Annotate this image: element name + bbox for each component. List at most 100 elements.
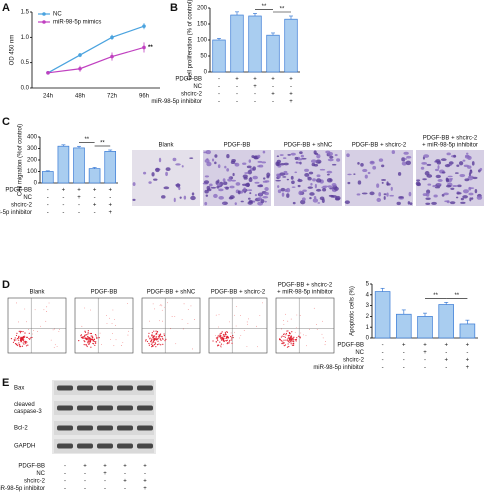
event [84,334,86,336]
event [181,319,183,321]
event [287,340,289,342]
flow-label: PDGF-BB [91,290,118,296]
event [228,321,230,323]
event [19,332,22,334]
event [115,325,116,326]
condition-label: miR-98-5p inhibitor [313,365,364,371]
event [94,344,96,346]
event [155,336,157,338]
event [152,337,154,339]
event [88,342,90,343]
band [117,385,133,391]
event [27,344,29,346]
event [259,315,261,317]
cell [216,185,220,189]
event [10,338,13,340]
event [29,338,31,340]
condition-sign: - [144,471,146,477]
event [95,341,97,343]
y-tick-label: 0 [204,70,208,76]
cell [435,174,441,179]
event [153,338,155,340]
cell [409,202,413,206]
cell [466,152,469,155]
event [159,338,162,340]
condition-label: NC [193,84,202,90]
event [46,306,48,308]
condition-label: NC [23,195,32,201]
event [212,340,214,342]
event [158,334,160,336]
cell [316,154,321,159]
event [218,336,221,338]
cell [299,151,303,155]
cell [264,200,267,203]
event [90,339,92,341]
event [91,335,93,337]
cell [347,173,352,176]
event [167,302,168,304]
flow-plot [7,297,67,354]
cell [319,168,326,171]
cell [312,198,319,203]
y-axis-label: OD 450 nm [10,35,16,66]
event [289,339,291,341]
cell [226,168,230,172]
event [228,342,230,344]
event [151,332,153,334]
event [219,341,221,343]
event [114,319,116,321]
event [21,339,23,341]
event [90,309,91,311]
event [286,330,288,332]
band [97,405,113,411]
event [224,335,226,337]
bar [230,14,244,73]
significance-label: ** [454,293,459,299]
bar [417,316,433,339]
condition-sign: - [64,471,66,477]
condition-sign: - [290,84,292,90]
cell [213,193,218,198]
significance-label: ** [433,293,438,299]
event [164,306,166,308]
condition-label: PDGF-BB [337,343,364,349]
cell [437,165,440,170]
condition-label: PDGF-BB [18,464,45,470]
annotation: ** [148,45,153,51]
cell [214,154,218,158]
condition-sign: + [402,343,406,349]
cell [277,173,281,179]
point [142,24,146,28]
event [20,336,22,338]
y-tick-label: 1 [366,325,370,331]
event [153,340,155,342]
cell [282,157,287,159]
bar [88,168,101,184]
event [297,335,300,337]
event [34,309,36,311]
event [288,331,291,334]
cell [248,177,253,182]
cell [276,155,280,158]
cell [205,149,212,155]
cell [469,197,472,202]
cell [205,194,209,197]
event [306,345,307,347]
cell [422,178,427,181]
event [220,345,222,347]
condition-sign: - [272,84,274,90]
cell [397,171,402,176]
event [95,335,97,337]
cell [148,181,152,184]
event [299,315,301,316]
event [150,341,152,343]
event [215,341,218,343]
event [292,340,294,342]
x-tick-label: 96h [139,94,149,100]
condition-sign: - [382,343,384,349]
event [159,334,161,336]
event [288,334,290,337]
condition-sign: - [218,92,220,98]
event [83,344,85,346]
